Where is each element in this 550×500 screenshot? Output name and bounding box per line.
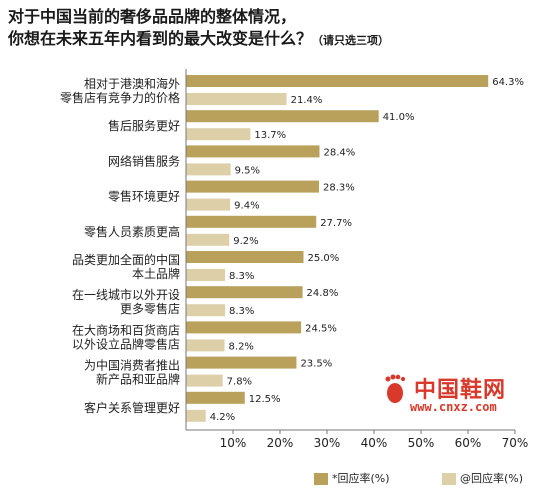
value-label-series-1: 41.0% (383, 112, 415, 123)
category-label: 零售店有竞争力的价格 (60, 90, 180, 105)
value-label-series-2: 4.2% (210, 412, 235, 423)
x-tick-label: 40% (361, 436, 388, 450)
bar-series-2 (186, 233, 230, 246)
x-tick-label: 60% (455, 436, 482, 450)
value-label-series-2: 9.2% (233, 236, 258, 247)
bar-series-1 (186, 286, 303, 299)
bar-series-2 (186, 163, 231, 176)
bar-series-1 (186, 356, 297, 369)
legend-label-series-2: @回应率(%) (460, 472, 524, 485)
title-line-1: 对于中国当前的奢侈品品牌的整体情况， (8, 7, 297, 26)
value-label-series-2: 21.4% (291, 95, 323, 106)
category-label: 本土品牌 (132, 267, 180, 281)
legend-swatch-series-2 (442, 473, 456, 485)
category-label: 为中国消费者推出 (84, 358, 180, 373)
value-label-series-2: 9.5% (235, 165, 260, 176)
value-label-series-1: 28.4% (323, 147, 355, 158)
x-tick-label: 50% (408, 436, 435, 450)
bar-series-2 (186, 93, 287, 105)
category-label: 网络销售服务 (108, 153, 180, 168)
value-label-series-2: 8.3% (229, 306, 254, 317)
watermark-logo: 中国鞋网 www.cnxz.com (380, 372, 540, 418)
value-label-series-2: 8.3% (229, 271, 254, 282)
legend-item-series-2: @回应率(%) (442, 470, 523, 486)
category-label: 售后服务更好 (108, 118, 180, 133)
bar-series-1 (186, 251, 304, 263)
bar-series-1 (186, 75, 489, 87)
value-label-series-1: 23.5% (300, 359, 332, 370)
category-label: 在大商场和百货商店 (72, 322, 180, 337)
bar-series-1 (186, 145, 320, 158)
bar-series-2 (186, 339, 225, 352)
value-label-series-1: 24.5% (305, 323, 337, 334)
category-label: 在一线城市以外开设 (72, 287, 180, 302)
watermark-name: 中国鞋网 (414, 378, 507, 403)
category-label: 零售人员素质更高 (84, 224, 180, 239)
title-line-2: 你想在未来五年内看到的最大改变是什么？（请只选三项） (8, 28, 548, 52)
value-label-series-2: 8.2% (229, 341, 254, 352)
x-tick-label: 20% (267, 436, 294, 450)
x-tick-label: 30% (314, 436, 341, 450)
bar-series-2 (186, 374, 223, 387)
bar-series-2 (186, 198, 231, 211)
watermark-url: www.cnxz.com (410, 400, 497, 414)
x-tick-label: 10% (220, 436, 247, 450)
bar-series-1 (186, 110, 379, 123)
category-label: 更多零售店 (120, 301, 180, 316)
category-label: 以外设立品牌零售店 (72, 336, 180, 351)
value-label-series-2: 13.7% (254, 130, 286, 141)
legend-swatch-series-1 (314, 473, 328, 485)
bar-series-2 (186, 128, 251, 141)
bar-series-2 (186, 269, 226, 281)
value-label-series-1: 28.3% (323, 183, 355, 194)
legend-label-series-1: *回应率(%) (332, 472, 390, 485)
category-label: 客户关系管理更好 (84, 400, 180, 415)
title-line-2-text: 你想在未来五年内看到的最大改变是什么？ (8, 29, 313, 48)
category-label: 零售环境更好 (108, 189, 180, 204)
value-label-series-2: 9.4% (234, 201, 259, 212)
value-label-series-1: 64.3% (492, 77, 524, 88)
category-label: 品类更加全面的中国 (72, 252, 180, 267)
value-label-series-1: 27.7% (320, 218, 352, 229)
bar-series-2 (186, 304, 226, 317)
bar-series-1 (186, 180, 320, 193)
chart-title: 对于中国当前的奢侈品品牌的整体情况， 你想在未来五年内看到的最大改变是什么？（请… (8, 6, 548, 52)
bar-series-2 (186, 409, 206, 422)
value-label-series-2: 7.8% (227, 377, 252, 388)
bar-series-1 (186, 321, 302, 334)
bar-series-1 (186, 215, 317, 228)
x-tick-label: 70% (502, 436, 529, 450)
legend-item-series-1: *回应率(%) (314, 470, 390, 486)
category-label: 相对于港澳和海外 (84, 76, 180, 91)
value-label-series-1: 24.8% (307, 288, 339, 299)
title-note: （请只选三项） (312, 34, 390, 47)
footprint-icon (385, 374, 406, 403)
category-label: 新产品和亚品牌 (96, 372, 180, 387)
value-label-series-1: 25.0% (308, 253, 340, 264)
bar-series-1 (186, 391, 245, 404)
value-label-series-1: 12.5% (249, 394, 281, 405)
